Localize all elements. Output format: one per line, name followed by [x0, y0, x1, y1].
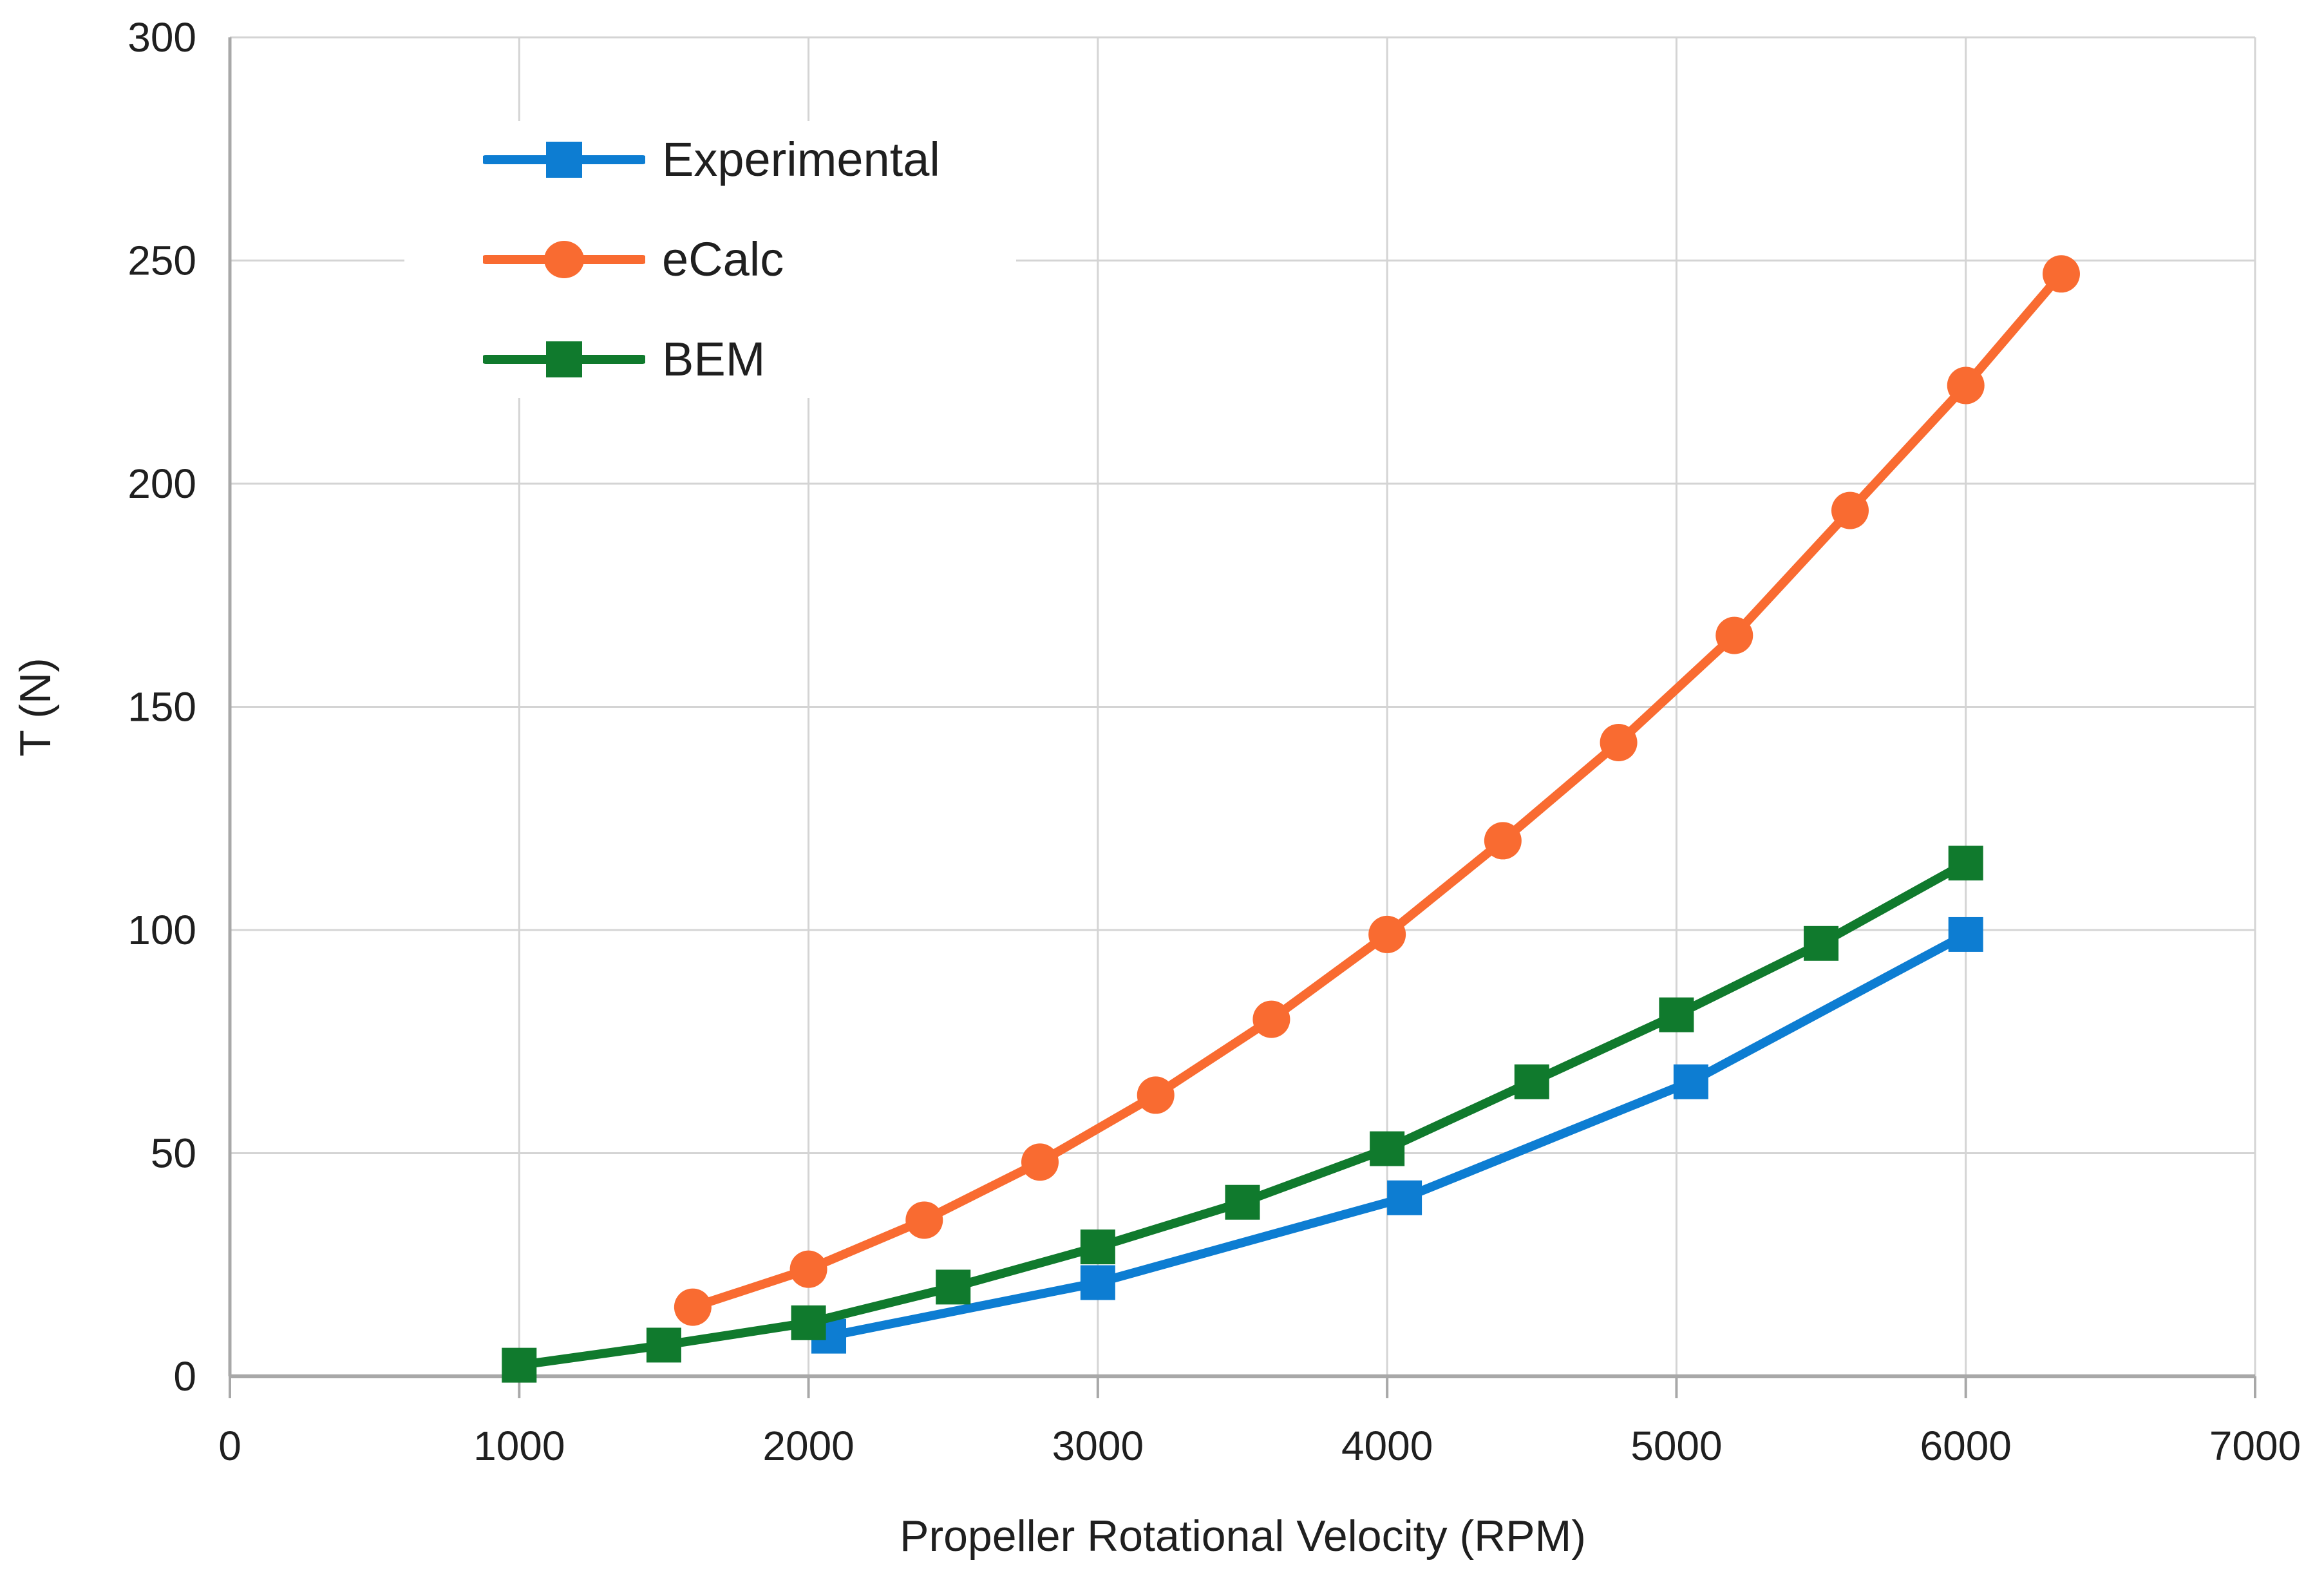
blue-square-marker-icon	[546, 142, 582, 178]
grid-layer	[230, 36, 2256, 1376]
x-tick-label: 1000	[473, 1423, 565, 1469]
ecalc-data-point	[789, 1250, 827, 1288]
y-tick-label: 0	[173, 1353, 196, 1400]
experimental-data-point	[1080, 1265, 1115, 1300]
x-tick-label: 0	[218, 1423, 241, 1469]
bem-data-point	[646, 1327, 681, 1363]
bem-data-point	[1804, 926, 1839, 961]
ecalc-data-point	[905, 1201, 943, 1239]
bem-data-point	[791, 1305, 826, 1340]
y-tick-label: 250	[128, 238, 196, 284]
green-square-marker-icon	[546, 341, 582, 377]
legend-label: BEM	[662, 332, 766, 386]
experimental-data-point	[1387, 1180, 1422, 1215]
legend-item-bem: BEM	[404, 321, 1016, 398]
bem-data-point	[1948, 846, 1983, 881]
experimental-data-point	[1673, 1064, 1708, 1099]
experimental-data-point	[1948, 916, 1983, 952]
y-tick-label: 100	[128, 907, 196, 953]
ecalc-data-point	[1021, 1143, 1059, 1181]
orange-circle-marker-icon	[544, 241, 584, 278]
ecalc-data-point	[1484, 822, 1522, 860]
ecalc-data-point	[1600, 723, 1638, 761]
bem-data-point	[1080, 1229, 1115, 1265]
y-tick-label: 50	[151, 1130, 196, 1177]
legend-item-experimental: Experimental	[404, 121, 1016, 198]
y-tick-label: 150	[128, 684, 196, 730]
legend: Experimental eCalc BEM	[404, 121, 1016, 398]
bem-data-point	[936, 1269, 971, 1305]
y-axis-title: T (N)	[11, 658, 60, 757]
x-tick-label: 2000	[762, 1423, 854, 1469]
x-tick-label: 5000	[1630, 1423, 1722, 1469]
axis-layer: 0 1000 2000 3000 4000 5000 6000 7000 0 50 100 150 20…	[128, 14, 2301, 1469]
bem-data-point	[1370, 1131, 1405, 1166]
ecalc-data-point	[1368, 915, 1406, 953]
experimental-series-icon	[483, 142, 645, 178]
ecalc-data-point	[1252, 1000, 1290, 1038]
ecalc-data-point	[2042, 255, 2080, 293]
x-tick-label: 7000	[2209, 1423, 2301, 1469]
bem-data-point	[1514, 1064, 1549, 1099]
y-tick-label: 200	[128, 460, 196, 507]
bem-data-point	[502, 1347, 537, 1383]
x-tick-label: 3000	[1052, 1423, 1144, 1469]
ecalc-data-point	[674, 1288, 712, 1326]
x-tick-label: 6000	[1920, 1423, 2012, 1469]
y-tick-label: 300	[128, 14, 196, 61]
ecalc-series-icon	[483, 241, 645, 278]
bem-data-point	[1225, 1184, 1260, 1220]
x-axis-title: Propeller Rotational Velocity (RPM)	[900, 1512, 1586, 1561]
bem-series-icon	[483, 341, 645, 377]
bem-data-point	[1659, 997, 1694, 1032]
x-tick-label: 4000	[1341, 1423, 1433, 1469]
legend-item-ecalc: eCalc	[404, 221, 1016, 298]
legend-label: Experimental	[662, 133, 940, 186]
ecalc-data-point	[1715, 616, 1753, 654]
ecalc-data-point	[1947, 366, 1985, 404]
series-layer	[502, 255, 2080, 1383]
legend-label: eCalc	[662, 233, 784, 286]
ecalc-data-point	[1137, 1076, 1175, 1114]
ecalc-data-point	[1831, 491, 1869, 529]
